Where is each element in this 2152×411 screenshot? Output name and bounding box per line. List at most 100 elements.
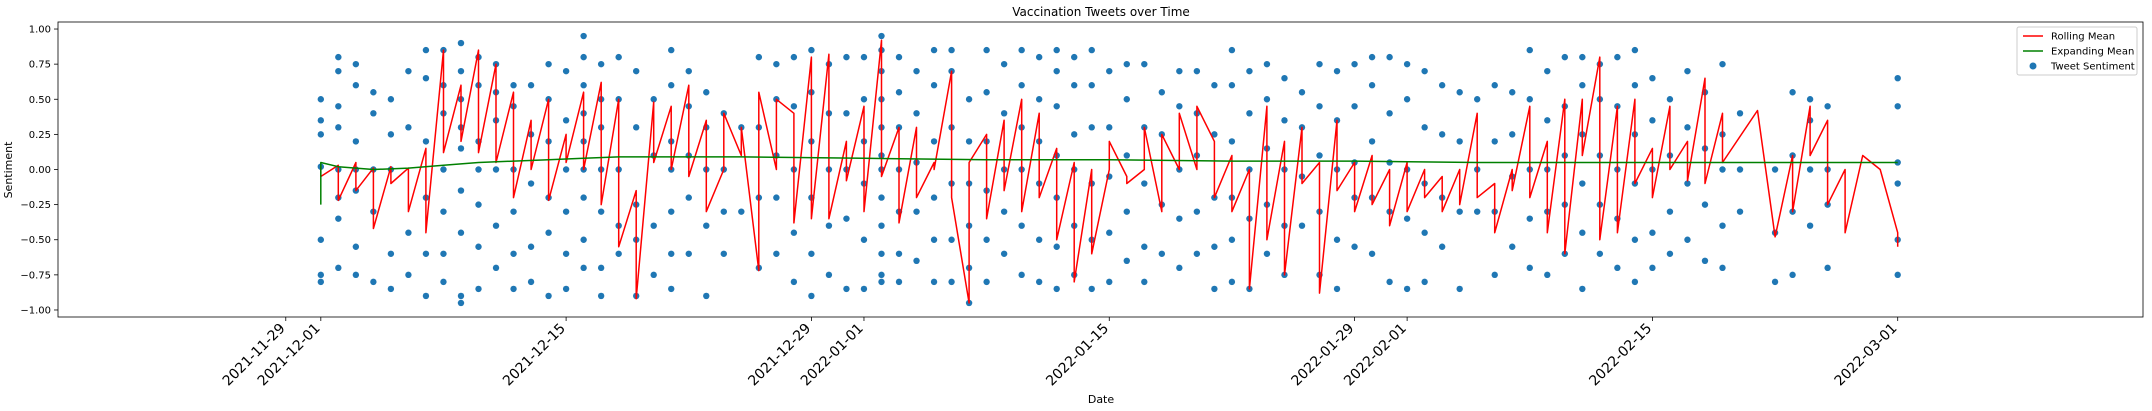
tweet-sentiment-point [738, 208, 745, 215]
tweet-sentiment-point [860, 53, 868, 61]
tweet-sentiment-point [562, 285, 570, 293]
tweet-sentiment-point [475, 166, 482, 173]
tweet-sentiment-point [1526, 215, 1533, 222]
tweet-sentiment-point [1018, 271, 1025, 279]
tweet-sentiment-point [1474, 96, 1481, 103]
tweet-sentiment-point [545, 60, 552, 68]
tweet-sentiment-point [1000, 110, 1008, 117]
tweet-sentiment-point [685, 194, 692, 201]
y-tick-label: 0.75 [29, 60, 51, 71]
tweet-sentiment-point [1228, 236, 1236, 243]
tweet-sentiment-point [1579, 285, 1586, 293]
tweet-sentiment-point [457, 67, 465, 75]
tweet-sentiment-point [773, 250, 780, 257]
tweet-sentiment-point [335, 124, 342, 131]
tweet-sentiment-point [1456, 89, 1463, 96]
tweet-sentiment-point [1491, 138, 1498, 145]
tweet-sentiment-point [1141, 180, 1148, 187]
y-tick-label: −0.25 [20, 200, 51, 211]
tweet-sentiment-point [948, 236, 955, 243]
y-tick-label: −0.75 [20, 270, 51, 281]
tweet-sentiment-point [492, 264, 500, 272]
tweet-sentiment-point [1719, 264, 1726, 272]
tweet-sentiment-point [580, 236, 587, 243]
tweet-sentiment-point [860, 96, 868, 103]
tweet-sentiment-point [422, 138, 430, 145]
tweet-sentiment-point [1053, 103, 1060, 110]
tweet-sentiment-point [685, 67, 692, 75]
tweet-sentiment-point [1894, 271, 1901, 279]
tweet-sentiment-point [1456, 138, 1463, 145]
tweet-sentiment-point [1894, 159, 1901, 166]
tweet-sentiment-point [1053, 67, 1060, 75]
scatter-layer [317, 32, 1901, 307]
tweet-sentiment-point [930, 138, 938, 145]
tweet-sentiment-point [1806, 166, 1814, 173]
tweet-sentiment-point [440, 208, 447, 215]
tweet-sentiment-point [1824, 264, 1831, 272]
tweet-sentiment-point [1386, 278, 1393, 286]
tweet-sentiment-point [1211, 131, 1218, 138]
tweet-sentiment-point [1211, 82, 1218, 89]
tweet-sentiment-point [1631, 236, 1639, 243]
tweet-sentiment-point [1000, 60, 1008, 68]
tweet-sentiment-point [1544, 67, 1551, 75]
tweet-sentiment-point [895, 250, 903, 257]
tweet-sentiment-point [1631, 46, 1639, 54]
tweet-sentiment-point [1666, 250, 1674, 257]
tweet-sentiment-point [422, 74, 430, 82]
tweet-sentiment-point [387, 131, 395, 138]
tweet-sentiment-point [317, 271, 325, 279]
tweet-sentiment-point [545, 292, 552, 300]
tweet-sentiment-point [878, 194, 885, 201]
tweet-sentiment-point [475, 243, 482, 250]
tweet-sentiment-point [808, 250, 815, 257]
tweet-sentiment-point [1701, 201, 1709, 208]
y-tick-label: 0.00 [29, 165, 51, 176]
tweet-sentiment-point [685, 250, 692, 257]
tweet-sentiment-point [1018, 82, 1025, 89]
tweet-sentiment-point [632, 124, 640, 131]
tweet-sentiment-point [1509, 243, 1516, 250]
tweet-sentiment-point [335, 103, 342, 110]
tweet-sentiment-point [510, 250, 517, 257]
tweet-sentiment-point [895, 53, 903, 61]
tweet-sentiment-point [1263, 250, 1271, 257]
tweet-sentiment-point [1351, 243, 1358, 250]
tweet-sentiment-point [1474, 208, 1481, 215]
tweet-sentiment-point [545, 229, 552, 236]
tweet-sentiment-point [1141, 243, 1148, 250]
tweet-sentiment-point [1719, 166, 1726, 173]
tweet-sentiment-point [1526, 46, 1533, 54]
legend-expanding-mean-label: Expanding Mean [2051, 47, 2134, 58]
tweet-sentiment-point [1894, 74, 1901, 82]
tweet-sentiment-point [335, 67, 342, 75]
tweet-sentiment-point [703, 292, 710, 300]
tweet-sentiment-point [1771, 278, 1779, 286]
tweet-sentiment-point [930, 236, 938, 243]
tweet-sentiment-point [1509, 131, 1516, 138]
legend: Rolling Mean Expanding Mean Tweet Sentim… [2016, 26, 2138, 76]
tweet-sentiment-point [562, 166, 570, 173]
tweet-sentiment-point [843, 110, 850, 117]
tweet-sentiment-point [580, 264, 587, 272]
tweet-sentiment-point [597, 60, 605, 68]
tweet-sentiment-point [668, 46, 675, 54]
tweet-sentiment-point [1176, 215, 1183, 222]
tweet-sentiment-point [1438, 82, 1446, 89]
tweet-sentiment-point [983, 278, 990, 286]
tweet-sentiment-point [930, 82, 938, 89]
tweet-sentiment-point [1193, 208, 1201, 215]
tweet-sentiment-point [773, 194, 780, 201]
tweet-sentiment-point [580, 82, 587, 89]
tweet-sentiment-point [475, 201, 482, 208]
tweet-sentiment-point [317, 117, 325, 124]
tweet-sentiment-point [1614, 53, 1621, 61]
tweet-sentiment-point [1456, 208, 1463, 215]
tweet-sentiment-point [1351, 60, 1358, 68]
tweet-sentiment-point [1789, 89, 1796, 96]
tweet-sentiment-point [527, 243, 535, 250]
tweet-sentiment-point [1438, 131, 1446, 138]
